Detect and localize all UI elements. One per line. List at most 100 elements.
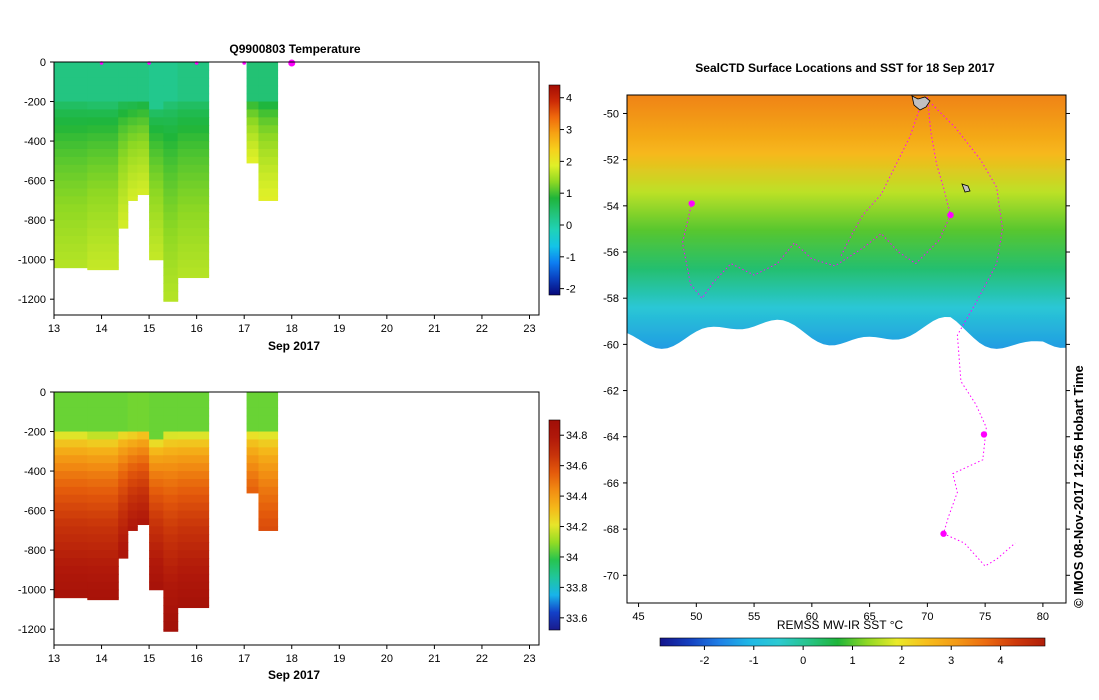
profile-cell: [54, 172, 88, 182]
profile-cell: [258, 148, 279, 158]
salinity-profiles: [54, 392, 279, 632]
profile-column: [87, 62, 119, 271]
profile-cell: [149, 486, 164, 496]
profile-cell: [246, 399, 260, 409]
profile-cell: [149, 188, 164, 198]
colorbar-tick-label: 34.6: [566, 461, 587, 473]
profile-cell: [118, 212, 129, 221]
profile-cell: [177, 172, 210, 182]
colorbar-tick-label: 33.6: [566, 613, 587, 625]
profile-cell: [118, 502, 129, 512]
profile-cell: [177, 101, 210, 111]
profile-cell: [54, 431, 88, 441]
profile-cell: [137, 478, 150, 488]
profile-cell: [149, 534, 164, 543]
sst-colorbar-tick-label: 2: [899, 655, 905, 667]
y-tick-label: -1000: [18, 585, 46, 597]
surface-location: [947, 211, 954, 219]
profile-cell: [137, 156, 150, 166]
profile-cell: [127, 180, 138, 190]
profile-cell: [177, 77, 210, 87]
sst-colorbar-label: REMSS MW-IR SST °C: [777, 618, 904, 632]
profile-cell: [177, 605, 210, 609]
profile-cell: [246, 478, 260, 488]
profile-cell: [127, 109, 138, 118]
profile-cell: [258, 478, 279, 488]
profile-cell: [54, 550, 88, 559]
profile-cell: [118, 172, 129, 182]
profile-cell: [54, 447, 88, 456]
profile-cell: [149, 463, 164, 472]
profile-cell: [163, 565, 179, 575]
profile-cell: [87, 392, 119, 401]
profile-cell: [258, 455, 279, 464]
profile-cell: [118, 447, 129, 456]
profile-cell: [54, 69, 88, 79]
profile-cell: [118, 85, 129, 95]
profile-cell: [87, 77, 119, 87]
profile-cell: [54, 101, 88, 111]
lat-tick-label: -62: [603, 386, 619, 398]
profile-cell: [177, 148, 210, 158]
profile-cell: [54, 62, 88, 71]
profile-cell: [149, 148, 164, 158]
profile-cell: [258, 101, 279, 111]
profile-cell: [163, 518, 179, 528]
lat-tick-label: -50: [603, 108, 619, 120]
profile-cell: [177, 220, 210, 229]
ice-edge-mask: [627, 312, 1066, 603]
profile-cell: [149, 581, 164, 591]
profile-cell: [163, 148, 179, 158]
profile-cell: [149, 243, 164, 253]
seal-track: [931, 103, 1016, 567]
profile-cell: [149, 431, 164, 441]
profile-cell: [137, 93, 150, 103]
profile-cell: [54, 164, 88, 174]
profile-cell: [87, 69, 119, 79]
profile-cell: [246, 117, 260, 126]
profile-cell: [127, 196, 138, 201]
profile-cell: [54, 243, 88, 253]
profile-cell: [163, 415, 179, 425]
y-tick-label: -1000: [18, 255, 46, 267]
profile-cell: [54, 526, 88, 535]
salinity-x-label: Sep 2017: [268, 668, 320, 682]
x-tick-label: 13: [48, 653, 60, 665]
profile-cell: [149, 117, 164, 126]
profile-cell: [149, 502, 164, 512]
profile-cell: [246, 423, 260, 433]
profile-cell: [127, 85, 138, 95]
lon-tick-label: 45: [632, 611, 644, 623]
x-tick-label: 22: [476, 653, 488, 665]
profile-cell: [54, 188, 88, 198]
profile-cell: [127, 407, 138, 417]
profile-cell: [118, 101, 129, 111]
profile-cell: [163, 558, 179, 567]
profile-cell: [137, 415, 150, 425]
profile-cell: [258, 156, 279, 166]
profile-cell: [177, 125, 210, 134]
lat-tick-label: -66: [603, 478, 619, 490]
profile-cell: [87, 141, 119, 150]
profile-cell: [149, 518, 164, 528]
map-plot-area: [627, 95, 1066, 603]
profile-cell: [87, 228, 119, 237]
profile-cell: [163, 494, 179, 504]
profile-cell: [246, 447, 260, 456]
profile-cell: [87, 581, 119, 591]
profile-cell: [118, 141, 129, 150]
profile-cell: [163, 471, 179, 480]
profile-cell: [163, 573, 179, 583]
profile-cell: [87, 565, 119, 575]
profile-cell: [118, 125, 129, 134]
x-tick-label: 18: [286, 323, 298, 335]
profile-cell: [149, 141, 164, 150]
profile-cell: [149, 415, 164, 425]
profile-cell: [149, 447, 164, 456]
profile-cell: [258, 62, 279, 71]
profile-cell: [246, 85, 260, 95]
profile-cell: [246, 109, 260, 118]
profile-cell: [163, 180, 179, 190]
profile-cell: [163, 275, 179, 284]
profile-column: [118, 392, 129, 559]
